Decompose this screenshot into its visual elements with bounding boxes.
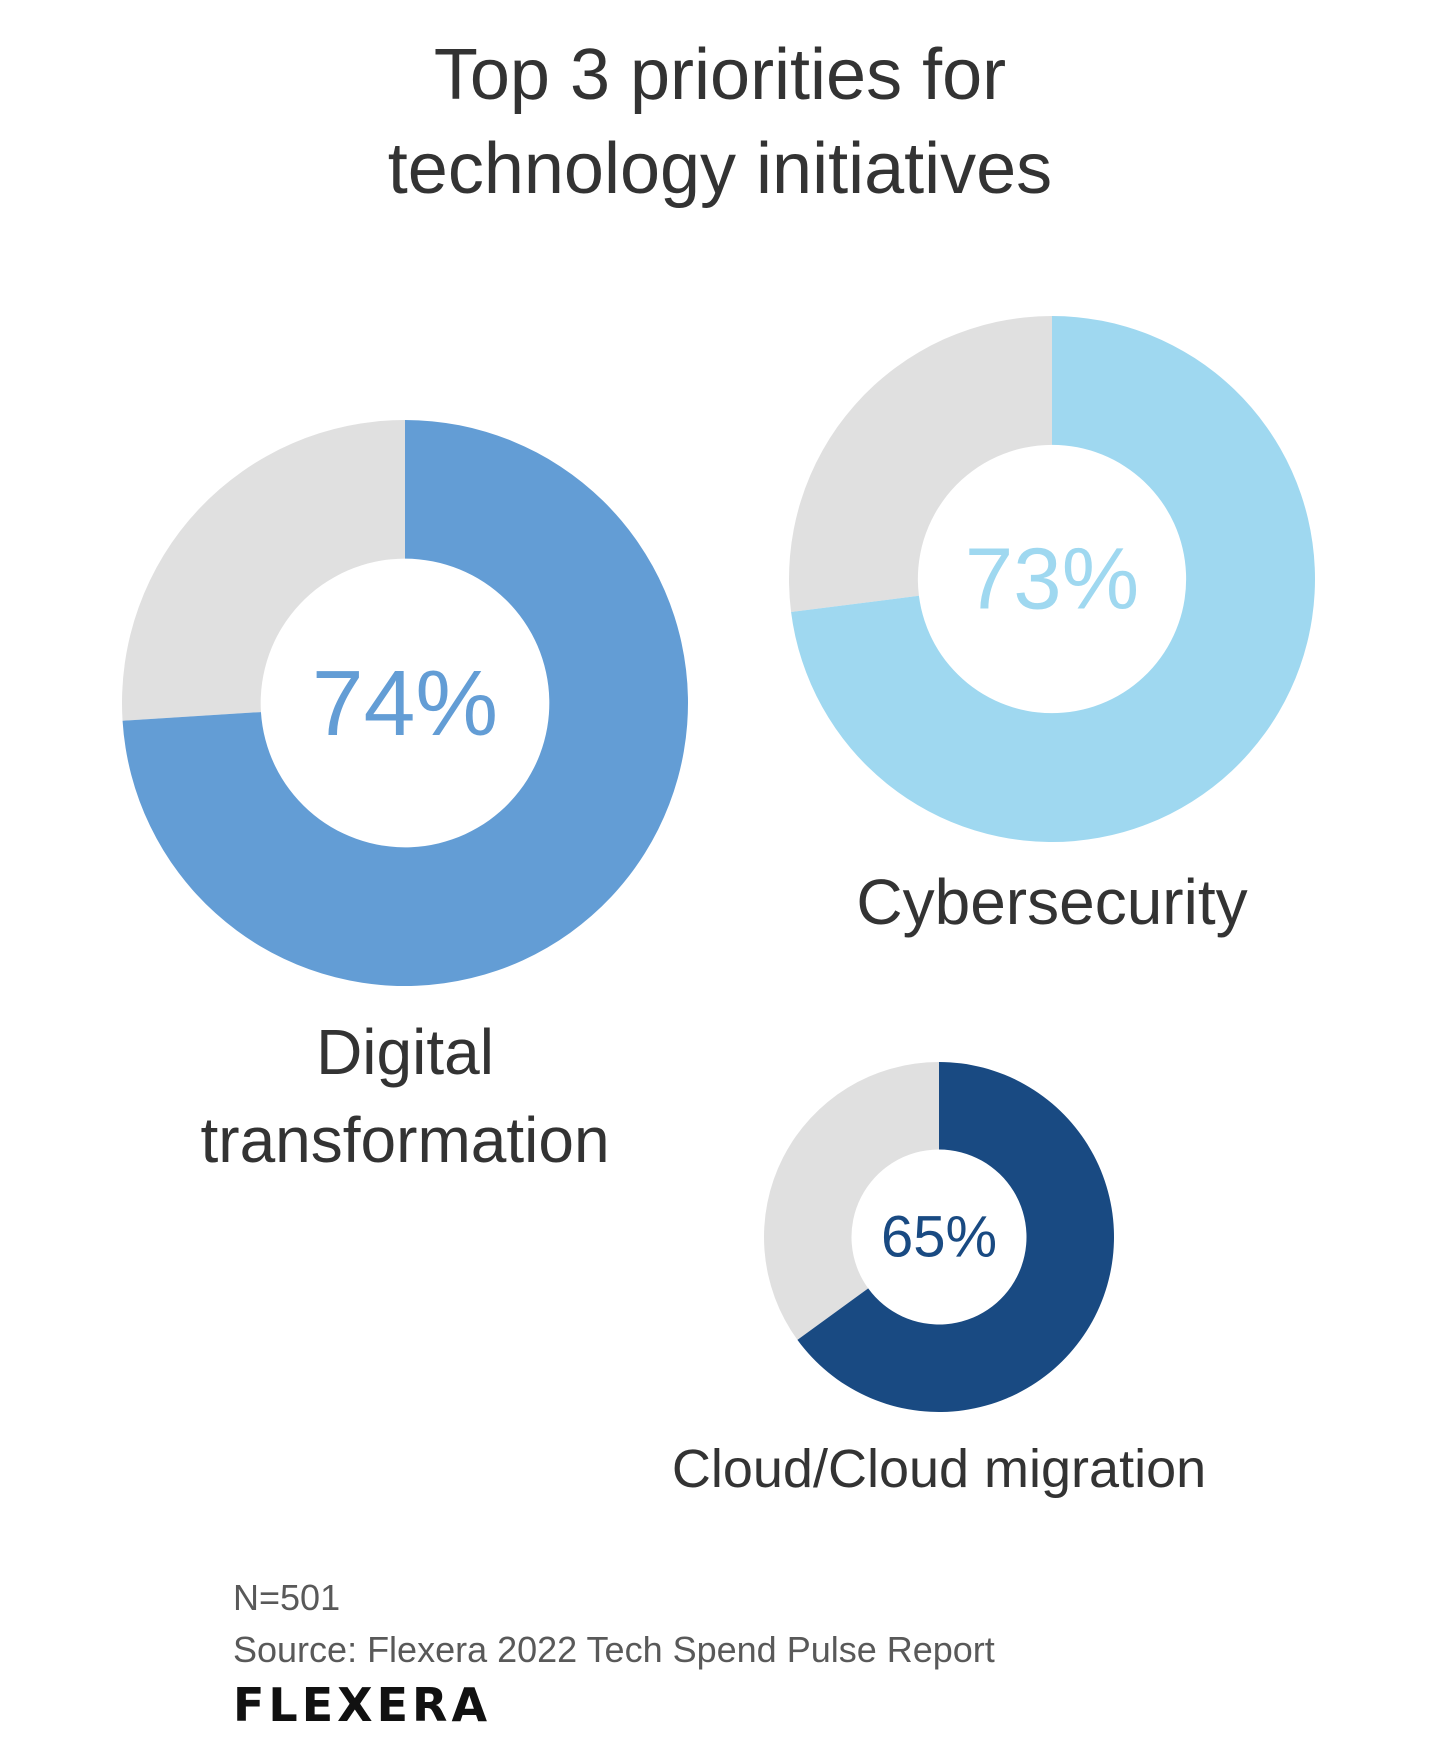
- donut-remainder-cloud-cloud-migration: [764, 1062, 939, 1340]
- donut-cybersecurity: 73%: [789, 316, 1315, 842]
- donut-segment-digital-transformation: [122, 420, 689, 986]
- donut-remainder-cybersecurity: [789, 316, 1052, 612]
- value-label-cloud-cloud-migration: 65%: [881, 1205, 997, 1270]
- footnote-n: N=501: [233, 1577, 341, 1618]
- label-digital-line-1: Digital: [316, 1016, 494, 1088]
- label-cyber-line-1: Cybersecurity: [856, 866, 1248, 938]
- value-label-cybersecurity: 73%: [965, 531, 1139, 628]
- flexera-logo: FLEXERA: [233, 1678, 492, 1732]
- chart-title: Top 3 priorities for technology initiati…: [0, 28, 1440, 216]
- footnote: N=501 Source: Flexera 2022 Tech Spend Pu…: [233, 1572, 995, 1676]
- label-digital-line-2: transformation: [200, 1104, 610, 1176]
- label-cloud-migration: Cloud/Cloud migration: [619, 1433, 1259, 1505]
- donut-cloud-migration: 65%: [764, 1062, 1114, 1412]
- label-cybersecurity: Cybersecurity: [752, 858, 1352, 946]
- donut-digital-transformation: 74%: [122, 420, 689, 986]
- value-label-digital-transformation: 74%: [312, 651, 498, 755]
- donut-segment-cybersecurity: [791, 316, 1315, 842]
- label-digital-transformation: Digital transformation: [105, 1008, 705, 1184]
- chart-title-line-1: Top 3 priorities for: [433, 35, 1007, 115]
- chart-title-line-2: technology initiatives: [387, 129, 1053, 209]
- donut-remainder-digital-transformation: [122, 420, 405, 721]
- donut-segment-cloud-cloud-migration: [797, 1062, 1114, 1412]
- footnote-source: Source: Flexera 2022 Tech Spend Pulse Re…: [233, 1629, 995, 1670]
- label-cloud-line-1: Cloud/Cloud migration: [671, 1439, 1207, 1499]
